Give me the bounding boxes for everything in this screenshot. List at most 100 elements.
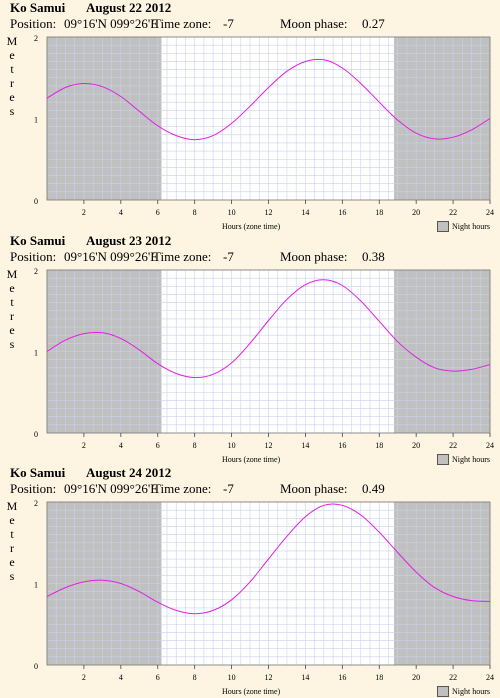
x-tick-label: 6: [156, 208, 160, 217]
position-label: Position:: [10, 481, 57, 496]
y-axis-label-letter: r: [10, 309, 14, 323]
tide-panel-aug-23: Ko Samui August 23 2012 Position: 09°16'…: [0, 233, 500, 465]
y-axis-label-letter: s: [9, 569, 15, 583]
place-name: Ko Samui: [10, 0, 66, 15]
x-tick-label: 2: [82, 673, 86, 682]
night-hours-legend: Night hours: [437, 221, 497, 232]
y-axis-label-letter: r: [10, 76, 14, 90]
y-axis-label-letter: s: [9, 337, 15, 351]
x-tick-label: 8: [193, 441, 197, 450]
y-tick-label: 0: [34, 197, 38, 206]
y-tick-label: 1: [34, 116, 38, 125]
night-hours-legend: Night hours: [437, 454, 497, 465]
chart-date: August 23 2012: [86, 233, 172, 248]
x-tick-label: 10: [228, 673, 236, 682]
position-label: Position:: [10, 16, 57, 31]
x-tick-label: 24: [486, 673, 494, 682]
night-hours-swatch: [437, 454, 449, 465]
x-tick-label: 20: [412, 441, 420, 450]
y-axis-label-letter: t: [10, 62, 14, 76]
x-tick-label: 22: [449, 441, 457, 450]
place-name: Ko Samui: [10, 233, 66, 248]
x-axis-label: Hours (zone time): [222, 687, 281, 696]
night-hours-swatch: [437, 221, 449, 232]
moon-phase-label: Moon phase:: [280, 481, 348, 496]
timezone-value: -7: [223, 249, 234, 264]
x-tick-label: 4: [119, 673, 123, 682]
moon-phase-value: 0.38: [362, 249, 385, 264]
x-tick-label: 12: [265, 208, 273, 217]
position-label: Position:: [10, 249, 57, 264]
x-tick-label: 16: [338, 673, 346, 682]
y-tick-label: 2: [34, 499, 38, 508]
moon-phase-value: 0.27: [362, 16, 385, 31]
chart-date: August 22 2012: [86, 0, 172, 15]
chart-date: August 24 2012: [86, 465, 172, 480]
y-axis-label-letter: e: [9, 555, 15, 569]
tide-curve: [46, 503, 491, 615]
position-value: 09°16'N 099°26'E: [64, 481, 159, 496]
x-tick-label: 24: [486, 208, 494, 217]
x-axis-label: Hours (zone time): [222, 222, 281, 231]
tide-panel-aug-24: Ko Samui August 24 2012 Position: 09°16'…: [0, 465, 500, 697]
x-tick-label: 18: [375, 441, 383, 450]
x-tick-label: 6: [156, 673, 160, 682]
y-axis-label-letter: e: [9, 90, 15, 104]
x-tick-label: 22: [449, 208, 457, 217]
y-axis-label-letter: t: [10, 527, 14, 541]
timezone-label: Time zone:: [153, 249, 212, 264]
x-tick-label: 20: [412, 673, 420, 682]
tide-curve: [46, 279, 491, 379]
y-axis-label-letter: r: [10, 541, 14, 555]
x-tick-label: 6: [156, 441, 160, 450]
night-hours-swatch: [437, 686, 449, 697]
moon-phase-label: Moon phase:: [280, 249, 348, 264]
x-tick-label: 16: [338, 441, 346, 450]
x-tick-label: 14: [301, 208, 309, 217]
x-tick-label: 10: [228, 441, 236, 450]
x-tick-label: 4: [119, 208, 123, 217]
x-tick-label: 4: [119, 441, 123, 450]
position-value: 09°16'N 099°26'E: [64, 249, 159, 264]
x-axis-label: Hours (zone time): [222, 455, 281, 464]
x-tick-label: 2: [82, 208, 86, 217]
x-tick-label: 18: [375, 208, 383, 217]
x-tick-label: 16: [338, 208, 346, 217]
x-tick-label: 18: [375, 673, 383, 682]
y-tick-label: 1: [34, 349, 38, 358]
y-axis-label-letter: M: [6, 267, 18, 281]
moon-phase-label: Moon phase:: [280, 16, 348, 31]
x-tick-label: 10: [228, 208, 236, 217]
y-tick-label: 2: [34, 267, 38, 276]
x-tick-label: 24: [486, 441, 494, 450]
timezone-value: -7: [223, 16, 234, 31]
x-tick-label: 8: [193, 208, 197, 217]
x-tick-label: 14: [301, 673, 309, 682]
x-tick-label: 8: [193, 673, 197, 682]
y-tick-label: 2: [34, 34, 38, 43]
y-tick-label: 0: [34, 662, 38, 671]
y-axis-label-letter: e: [9, 323, 15, 337]
y-tick-label: 0: [34, 430, 38, 439]
x-tick-label: 20: [412, 208, 420, 217]
y-axis-label-letter: s: [9, 104, 15, 118]
y-axis-label-letter: e: [9, 513, 15, 527]
timezone-label: Time zone:: [153, 481, 212, 496]
x-tick-label: 14: [301, 441, 309, 450]
x-tick-label: 22: [449, 673, 457, 682]
tide-curve: [46, 58, 491, 141]
tide-panel-aug-22: Ko Samui August 22 2012 Position: 09°16'…: [0, 0, 500, 232]
y-axis-label-letter: M: [6, 499, 18, 513]
x-tick-label: 12: [265, 673, 273, 682]
y-tick-label: 1: [34, 581, 38, 590]
x-tick-label: 2: [82, 441, 86, 450]
position-value: 09°16'N 099°26'E: [64, 16, 159, 31]
night-hours-legend: Night hours: [437, 686, 497, 697]
night-hours-legend-label: Night hours: [452, 222, 490, 231]
